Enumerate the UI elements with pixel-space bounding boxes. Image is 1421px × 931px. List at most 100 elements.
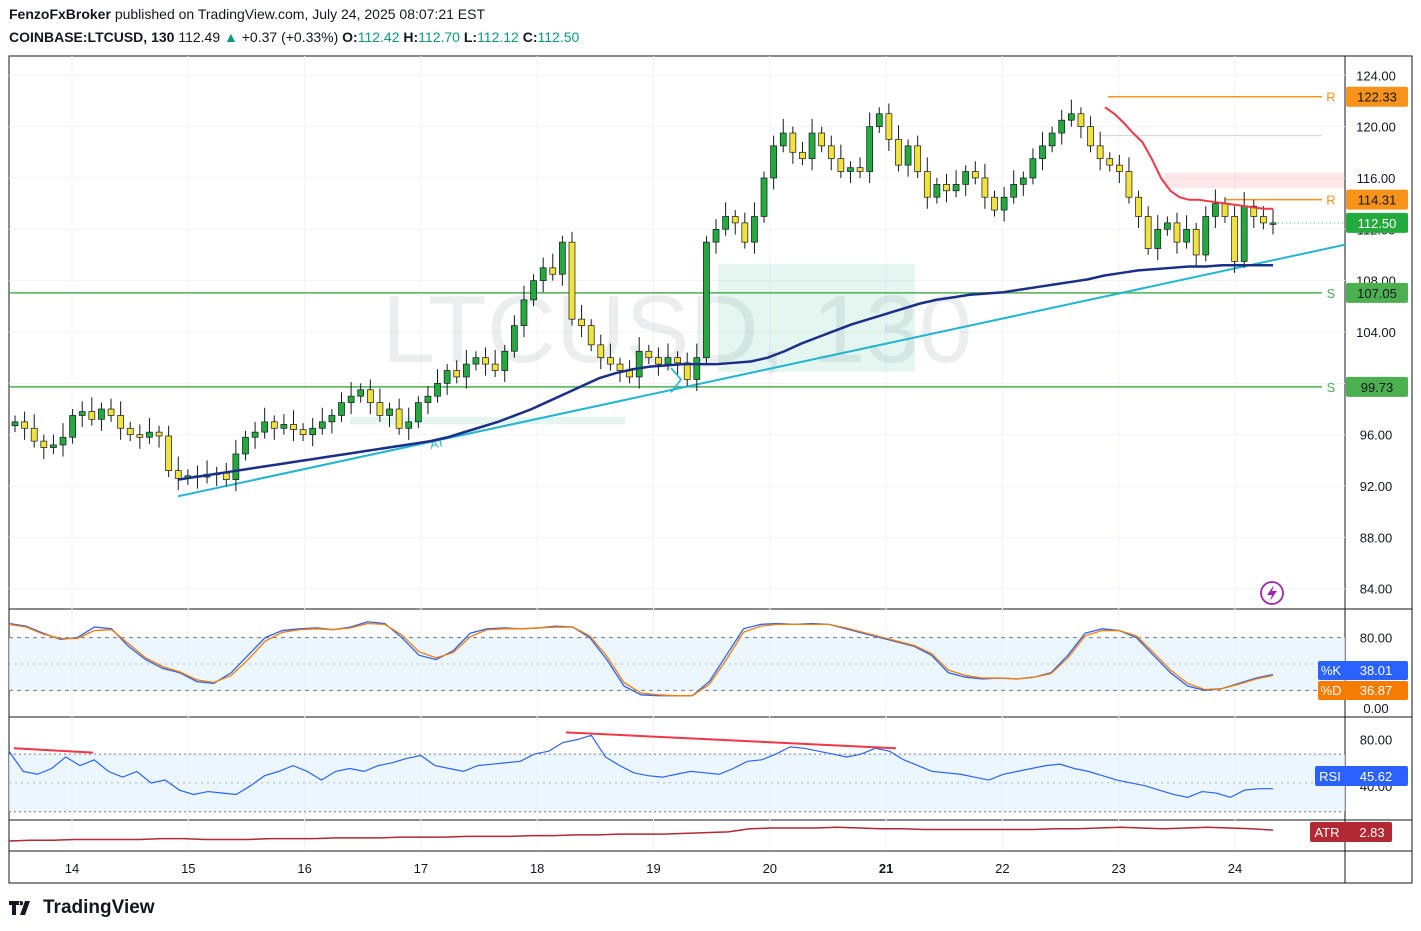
author-name: FenzoFxBroker <box>9 6 111 22</box>
price-tick-label: 116.00 <box>1357 171 1396 186</box>
candle-body <box>943 184 950 192</box>
candle-body <box>1164 222 1171 230</box>
candle-body <box>597 344 605 359</box>
candle-body <box>1048 132 1056 147</box>
candle-body <box>472 357 480 365</box>
candle-body <box>1250 205 1258 217</box>
rsi-value-tag <box>1315 766 1408 786</box>
stoch-value-tag <box>1318 661 1408 680</box>
candle-body <box>1087 126 1094 147</box>
candle-body <box>962 171 970 185</box>
high-value: 112.70 <box>418 29 460 45</box>
candle-body <box>875 113 883 127</box>
last-price: 112.49 <box>178 29 221 45</box>
candle-body <box>117 415 124 429</box>
candle-body <box>1096 145 1104 160</box>
brand-name: TradingView <box>43 897 155 918</box>
candle-body <box>866 126 874 172</box>
time-tick-label: 21 <box>879 861 893 876</box>
candle-body <box>578 318 585 326</box>
candle-body <box>991 196 998 211</box>
candle-body <box>1144 216 1152 249</box>
candle-body <box>40 440 48 448</box>
stoch-tag-value: 38.01 <box>1360 663 1393 678</box>
candle-body <box>482 357 489 365</box>
tradingview-brand[interactable]: TradingView <box>9 897 155 919</box>
level-letter: S <box>1327 380 1336 395</box>
chart-frame <box>8 55 1413 884</box>
price-tick-label: 120.00 <box>1356 120 1396 135</box>
lightning-bolt-icon <box>1267 585 1277 601</box>
candle-body <box>146 431 153 438</box>
candle-body <box>309 427 317 436</box>
atr-value-tag <box>1310 822 1392 842</box>
price-tick-label: 84.00 <box>1360 582 1393 597</box>
candle-body <box>1231 216 1238 262</box>
level-letter: S <box>1327 286 1336 301</box>
time-tick-label: 16 <box>297 861 311 876</box>
candle-body <box>443 370 451 384</box>
price-tick-label: 92.00 <box>1360 479 1393 494</box>
level-letter: R <box>1326 193 1335 208</box>
candle-body <box>799 151 806 160</box>
candle-body <box>981 177 989 198</box>
atr-tag-value: 2.83 <box>1359 825 1384 840</box>
time-tick-label: 19 <box>646 861 660 876</box>
publish-line: FenzoFxBroker published on TradingView.c… <box>9 6 485 22</box>
candle-body <box>741 222 749 243</box>
candle-body <box>1269 222 1277 225</box>
candle-body <box>635 350 643 378</box>
candle-body <box>107 408 115 416</box>
time-tick-label: 15 <box>181 861 195 876</box>
candle-body <box>837 158 845 172</box>
demand-zone <box>718 263 915 372</box>
last-price-tag <box>1346 212 1408 233</box>
candle-body <box>1202 216 1210 256</box>
candle-body <box>136 434 144 438</box>
candle-body <box>971 171 979 179</box>
stoch-tag-name: %K <box>1321 663 1342 678</box>
low-label: L: <box>463 29 478 45</box>
rsi-tag-value: 45.62 <box>1360 769 1393 784</box>
level-tag <box>1346 376 1408 397</box>
candle-body <box>165 435 172 471</box>
stoch-value-tag <box>1318 681 1408 700</box>
level-tag <box>1346 282 1408 303</box>
candle-body <box>405 421 413 429</box>
candle-body <box>1183 228 1190 243</box>
high-label: H: <box>403 29 419 45</box>
candle-body <box>1154 228 1162 249</box>
candle-body <box>1039 145 1046 160</box>
time-tick-label: 17 <box>414 861 428 876</box>
candle-body <box>530 280 537 301</box>
candle-body <box>856 167 864 172</box>
price-tick-label: 96.00 <box>1360 428 1393 443</box>
candle-body <box>462 363 470 378</box>
rsi-tag-name: RSI <box>1319 769 1341 784</box>
candle-body <box>683 362 691 380</box>
moving-average-line <box>177 263 1273 481</box>
atr-tag-name: ATR <box>1314 825 1339 840</box>
candle-body <box>549 267 557 275</box>
candle-body <box>280 424 288 429</box>
time-tick-label: 22 <box>995 861 1009 876</box>
candle-body <box>693 357 701 380</box>
lightning-icon <box>1260 581 1284 605</box>
candle-body <box>645 350 653 359</box>
rsi-divergence-line <box>565 731 897 750</box>
atr-line <box>8 826 1274 842</box>
stoch-tag-value: 36.87 <box>1360 683 1393 698</box>
candle-body <box>21 421 28 429</box>
candle-body <box>126 427 134 436</box>
candle-body <box>655 357 662 365</box>
last-price-tag-value: 112.50 <box>1358 216 1397 231</box>
candle-body <box>904 145 912 166</box>
level-tag-value: 99.73 <box>1361 380 1394 395</box>
candle-body <box>491 363 499 371</box>
candle-body <box>232 453 240 480</box>
candle-body <box>50 444 57 448</box>
candle-body <box>69 415 76 438</box>
candle-body <box>318 421 326 429</box>
candle-body <box>827 145 835 160</box>
